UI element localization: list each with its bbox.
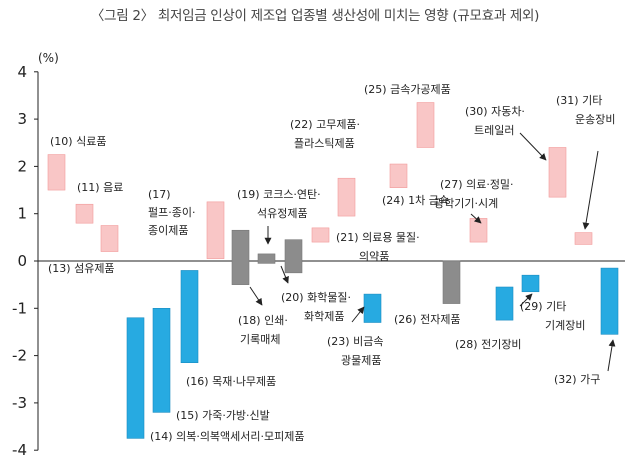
- bar-label-30: (30) 자동차·: [465, 105, 525, 118]
- bar-label-20: 화학제품: [304, 310, 344, 323]
- y-tick-label: -3: [12, 394, 27, 412]
- bar-label-23: (23) 비금속: [327, 335, 383, 348]
- leader-arrow-29: [519, 293, 533, 307]
- bar-18: [231, 229, 250, 285]
- bar-21: [311, 227, 330, 243]
- y-tick-label: 1: [17, 205, 27, 223]
- bar-label-32: (32) 가구: [554, 373, 600, 386]
- bar-13: [100, 225, 119, 252]
- bar-label-11: (11) 음료: [77, 181, 123, 194]
- bar-label-15: (15) 가죽·가방·신발: [176, 409, 270, 422]
- bar-11: [75, 203, 94, 224]
- bar-label-24: (24) 1차 금속: [382, 194, 449, 207]
- bar-label-16: (16) 목재·나무제품: [186, 375, 276, 388]
- bar-32: [600, 267, 619, 335]
- bar-label-18: (18) 인쇄·: [238, 314, 288, 327]
- bar-31: [574, 232, 593, 245]
- bar-23: [363, 293, 382, 323]
- bar-label-29: (29) 기타: [520, 300, 566, 313]
- bar-16: [180, 270, 199, 363]
- y-tick-label: 0: [17, 252, 27, 270]
- bar-label-22: (22) 고무제품·: [290, 118, 360, 131]
- y-tick-label: 4: [17, 63, 27, 81]
- bar-label-18: 기록매체: [240, 333, 280, 346]
- bar-label-13: (13) 섬유제품: [48, 262, 115, 275]
- bar-17: [206, 201, 225, 259]
- y-axis-unit: (%): [38, 51, 59, 65]
- y-tick-label: -1: [12, 299, 27, 317]
- bar-label-27: 광학기기·시계: [434, 197, 498, 210]
- bar-label-10: (10) 식료품: [50, 135, 106, 148]
- bar-26: [442, 260, 461, 304]
- y-tick-label: 2: [17, 157, 27, 175]
- bar-29: [521, 274, 540, 293]
- bar-label-17: (17): [148, 188, 171, 201]
- bar-label-26: (26) 전자제품: [394, 313, 461, 326]
- bar-label-21: (21) 의료용 물질·: [336, 231, 420, 244]
- bar-30: [548, 147, 567, 198]
- bar-label-29: 기계장비: [545, 319, 585, 332]
- leader-arrow-20: [280, 265, 289, 284]
- bar-20: [284, 239, 303, 274]
- y-tick-label: -2: [12, 347, 27, 365]
- bar-label-31: (31) 기타: [556, 94, 602, 107]
- bar-label-17: 펄프·종이·: [148, 206, 195, 219]
- y-tick-label: 3: [17, 110, 27, 128]
- bar-15: [152, 307, 171, 413]
- bar-label-30: 트레일러: [474, 123, 514, 137]
- bar-label-25: (25) 금속가공제품: [364, 83, 451, 96]
- bar-label-20: (20) 화학물질·: [281, 291, 351, 304]
- leader-arrow-30: [519, 132, 547, 161]
- bar-label-21: 의약품: [359, 249, 389, 263]
- bar-label-19: 석유정제품: [257, 207, 308, 220]
- bar-label-19: (19) 코크스·연탄·: [237, 188, 321, 201]
- bar-label-28: (28) 전기장비: [455, 338, 522, 351]
- bar-24: [389, 163, 408, 188]
- leader-arrow-32: [607, 339, 616, 372]
- bar-label-17: 종이제품: [148, 224, 188, 237]
- bar-25: [416, 102, 435, 148]
- leader-arrow-18: [249, 286, 263, 306]
- leader-arrow-27: [470, 213, 482, 224]
- bar-10: [47, 154, 66, 191]
- bar-label-23: 광물제품: [341, 354, 381, 367]
- chart-title: 〈그림 2〉 최저임금 인상이 제조업 업종별 생산성에 미치는 영향 (규모효…: [90, 8, 540, 24]
- bar-28: [495, 286, 514, 321]
- leader-arrow-23: [351, 306, 365, 323]
- y-tick-label: -4: [12, 441, 27, 459]
- leader-arrow-31: [582, 150, 599, 230]
- bar-22: [337, 177, 356, 217]
- bar-27: [469, 218, 488, 243]
- bar-label-27: (27) 의료·정밀·: [440, 178, 514, 191]
- bar-label-14: (14) 의복·의복액세서리·모피제품: [150, 430, 305, 443]
- bar-label-22: 플라스틱제품: [294, 137, 355, 150]
- bar-14: [126, 317, 145, 439]
- bar-label-31: 운송장비: [575, 113, 615, 126]
- bar-19: [257, 253, 276, 264]
